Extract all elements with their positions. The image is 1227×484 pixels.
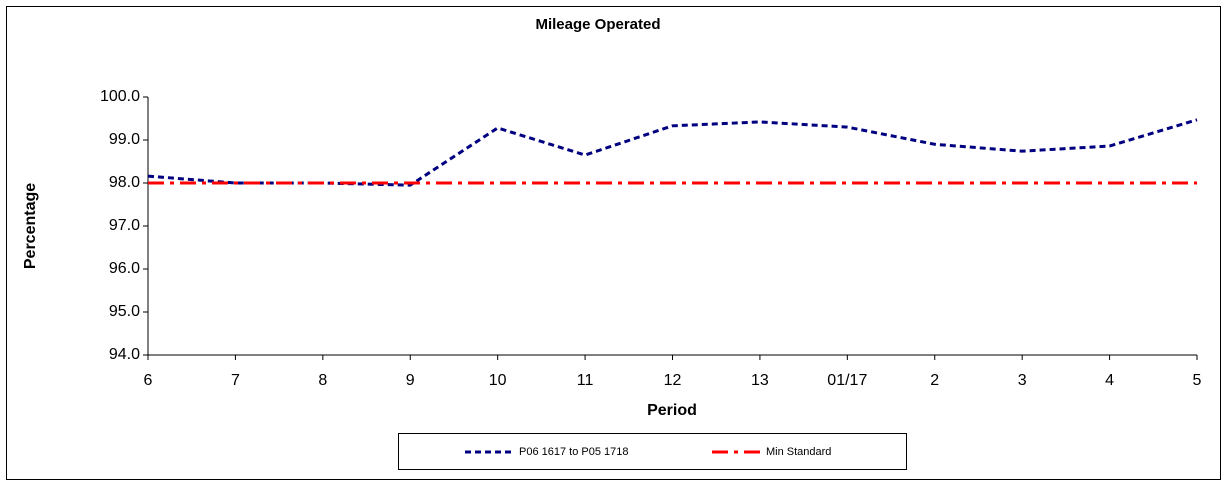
x-tick-label: 01/17 [827,372,867,389]
x-axis-label: Period [647,402,697,419]
x-tick-label: 13 [751,372,769,389]
legend-label: P06 1617 to P05 1718 [519,446,628,458]
legend-label: Min Standard [766,446,831,458]
y-tick-label: 96.0 [109,260,140,277]
y-tick-label: 99.0 [109,131,140,148]
chart-border [6,6,1221,480]
x-tick-label: 4 [1105,372,1114,389]
y-tick-label: 94.0 [109,346,140,363]
x-tick-label: 10 [489,372,507,389]
y-tick-label: 95.0 [109,303,140,320]
x-tick-label: 12 [664,372,682,389]
x-tick-label: 6 [144,372,153,389]
x-tick-label: 8 [318,372,327,389]
x-tick-label: 5 [1193,372,1202,389]
x-tick-label: 2 [930,372,939,389]
x-tick-label: 9 [406,372,415,389]
chart-title: Mileage Operated [535,16,660,33]
legend-box [398,433,907,470]
y-tick-label: 97.0 [109,217,140,234]
x-tick-label: 7 [231,372,240,389]
y-tick-label: 100.0 [100,88,140,105]
x-tick-label: 11 [577,372,594,389]
y-tick-label: 98.0 [109,174,140,191]
y-axis-label: Percentage [22,183,39,269]
x-tick-label: 3 [1018,372,1027,389]
